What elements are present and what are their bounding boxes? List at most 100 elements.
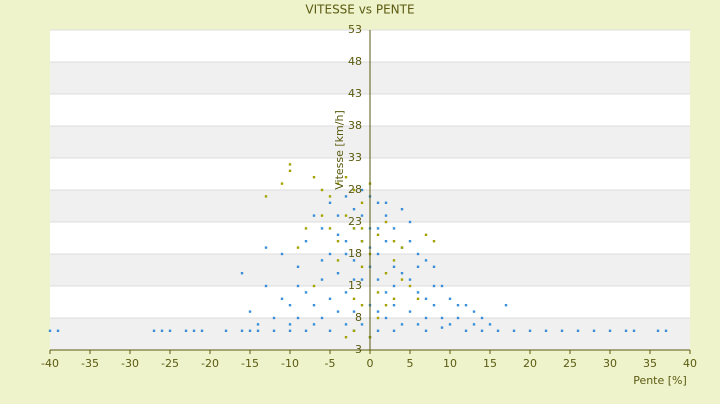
data-point <box>48 329 52 332</box>
data-point <box>160 329 164 332</box>
data-point <box>304 291 308 294</box>
data-point <box>288 169 292 172</box>
data-point <box>192 329 196 332</box>
data-point <box>304 227 308 230</box>
y-tick-label: 13 <box>348 279 362 292</box>
data-point <box>376 329 380 332</box>
data-point <box>344 214 348 217</box>
data-point <box>336 240 340 243</box>
data-point <box>360 240 364 243</box>
data-point <box>288 323 292 326</box>
data-point <box>248 329 252 332</box>
data-point <box>448 323 452 326</box>
data-point <box>424 297 428 300</box>
data-point <box>296 246 300 249</box>
data-point <box>400 272 404 275</box>
data-point <box>320 259 324 262</box>
data-point <box>392 240 396 243</box>
data-point <box>424 233 428 236</box>
data-point <box>408 284 412 288</box>
data-point <box>352 329 356 332</box>
data-point <box>344 323 348 326</box>
data-point <box>360 278 364 281</box>
data-point <box>312 323 316 326</box>
data-point <box>512 329 516 332</box>
data-point <box>336 272 340 275</box>
data-point <box>184 329 188 332</box>
data-point <box>256 329 260 332</box>
data-point <box>344 240 348 243</box>
data-point <box>240 329 244 332</box>
data-point <box>328 252 332 256</box>
x-tick-label: 10 <box>443 357 457 370</box>
data-point <box>472 323 476 326</box>
data-point <box>344 291 348 294</box>
y-tick-label: 48 <box>348 55 362 68</box>
data-point <box>400 208 404 211</box>
data-point <box>304 329 308 332</box>
data-point <box>344 252 348 256</box>
data-point <box>336 310 340 313</box>
data-point <box>344 176 348 179</box>
data-point <box>312 214 316 217</box>
data-point <box>464 304 468 307</box>
data-point <box>56 329 60 332</box>
data-point <box>544 329 548 332</box>
data-point <box>408 278 412 281</box>
data-point <box>328 195 332 198</box>
x-tick-label: 40 <box>683 357 697 370</box>
data-point <box>400 323 404 326</box>
data-point <box>280 182 284 185</box>
data-point <box>152 329 156 332</box>
x-tick-label: -5 <box>325 357 336 370</box>
data-point <box>360 265 364 268</box>
x-tick-label: 25 <box>563 357 577 370</box>
data-point <box>456 304 460 307</box>
data-point <box>240 272 244 275</box>
data-point <box>392 304 396 307</box>
data-point <box>496 329 500 332</box>
data-point <box>248 310 252 313</box>
data-point <box>376 291 380 294</box>
data-point <box>416 297 420 300</box>
chart-title: VITESSE vs PENTE <box>305 3 414 17</box>
data-point <box>200 329 204 332</box>
data-point <box>488 323 492 326</box>
data-point <box>392 329 396 332</box>
data-point <box>264 246 268 249</box>
data-point <box>336 259 340 262</box>
data-point <box>272 316 276 320</box>
data-point <box>320 227 324 230</box>
data-point <box>432 265 436 268</box>
data-point <box>312 176 316 179</box>
data-point <box>448 297 452 300</box>
data-point <box>328 297 332 300</box>
data-point <box>280 297 284 300</box>
y-tick-label: 3 <box>355 343 362 356</box>
x-tick-label: -15 <box>241 357 259 370</box>
data-point <box>264 284 268 288</box>
data-point <box>416 323 420 326</box>
y-tick-label: 18 <box>348 247 362 260</box>
data-point <box>376 201 380 204</box>
y-tick-label: 28 <box>348 183 362 196</box>
data-point <box>480 316 484 320</box>
data-point <box>352 310 356 313</box>
data-point <box>376 278 380 281</box>
data-point <box>288 163 292 166</box>
data-point <box>416 291 420 294</box>
data-point <box>352 227 356 230</box>
data-point <box>424 329 428 332</box>
data-point <box>656 329 660 332</box>
data-point <box>336 214 340 217</box>
data-point <box>608 329 612 332</box>
data-point <box>360 304 364 307</box>
data-point <box>360 188 364 192</box>
x-axis-label: Pente [%] <box>633 374 687 387</box>
x-tick-label: -40 <box>41 357 59 370</box>
data-point <box>456 316 460 320</box>
data-point <box>224 329 228 332</box>
y-tick-label: 8 <box>355 311 362 324</box>
data-point <box>344 195 348 198</box>
